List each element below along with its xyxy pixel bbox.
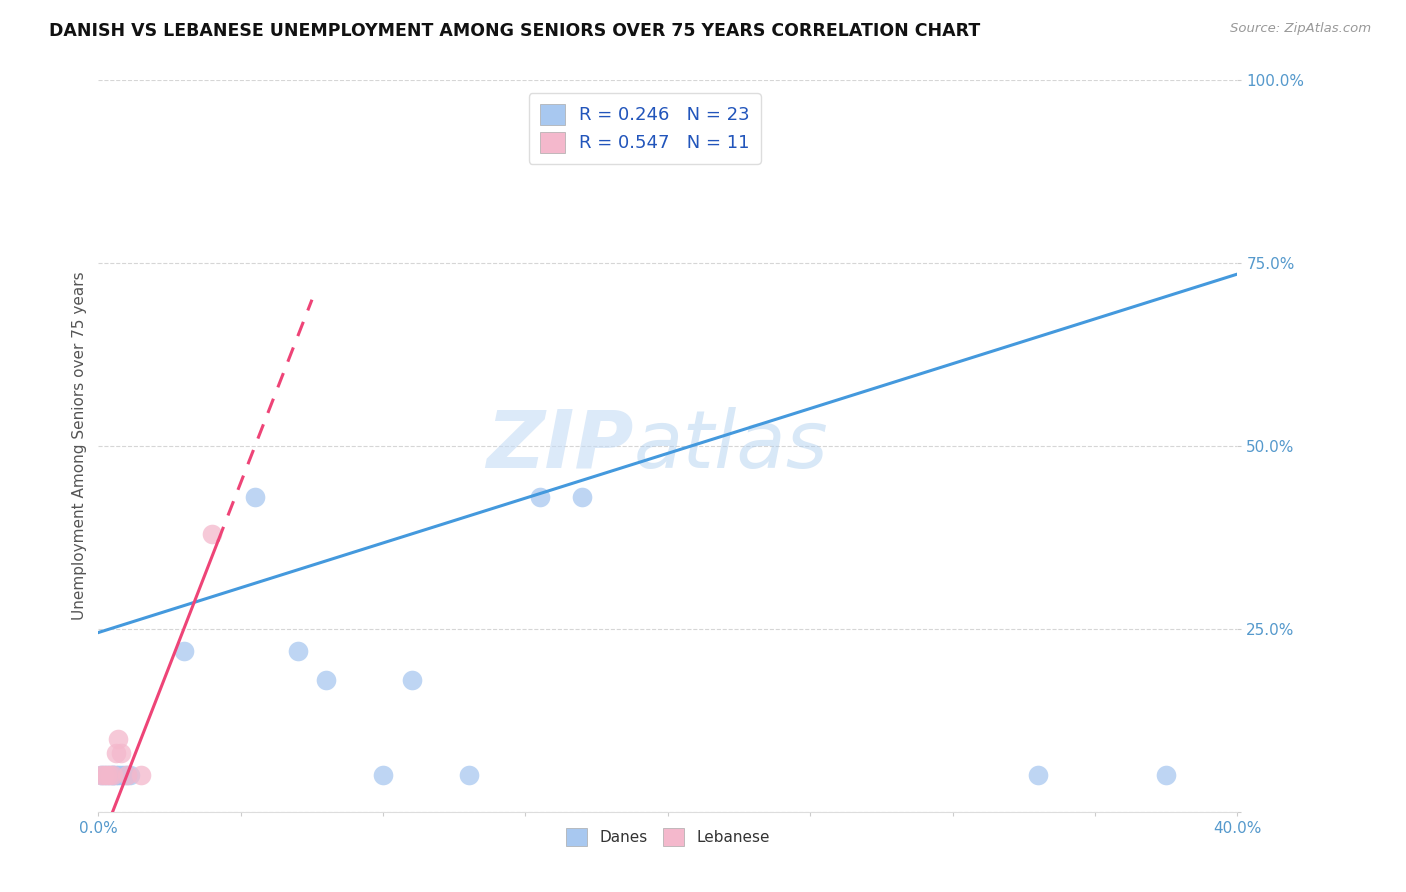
Point (571, 490, 593, 504)
Point (93, 768, 115, 782)
Point (315, 673, 337, 687)
Point (173, 644, 195, 658)
Point (104, 746, 127, 760)
Point (529, 490, 551, 504)
Point (107, 731, 129, 746)
Point (457, 768, 479, 782)
Point (110, 746, 132, 760)
Point (287, 644, 309, 658)
Point (1026, 768, 1049, 782)
Point (98, 768, 121, 782)
Text: ZIP: ZIP (486, 407, 634, 485)
Text: DANISH VS LEBANESE UNEMPLOYMENT AMONG SENIORS OVER 75 YEARS CORRELATION CHART: DANISH VS LEBANESE UNEMPLOYMENT AMONG SE… (49, 22, 980, 40)
Point (112, 768, 135, 782)
Point (115, 768, 138, 782)
Point (243, 490, 266, 504)
Point (201, 526, 224, 541)
Point (90, 768, 112, 782)
Text: Source: ZipAtlas.com: Source: ZipAtlas.com (1230, 22, 1371, 36)
Point (90, 768, 112, 782)
Point (1154, 768, 1177, 782)
Y-axis label: Unemployment Among Seniors over 75 years: Unemployment Among Seniors over 75 years (72, 272, 87, 620)
Point (115, 768, 138, 782)
Point (101, 768, 124, 782)
Point (110, 768, 132, 782)
Point (401, 673, 423, 687)
Point (118, 768, 141, 782)
Point (93, 768, 115, 782)
Point (104, 768, 127, 782)
Point (96, 768, 118, 782)
Legend: Danes, Lebanese: Danes, Lebanese (557, 820, 779, 855)
Point (373, 768, 395, 782)
Point (96, 768, 118, 782)
Point (101, 768, 124, 782)
Point (101, 768, 124, 782)
Point (98, 768, 121, 782)
Text: atlas: atlas (634, 407, 828, 485)
Point (107, 768, 129, 782)
Point (129, 768, 152, 782)
